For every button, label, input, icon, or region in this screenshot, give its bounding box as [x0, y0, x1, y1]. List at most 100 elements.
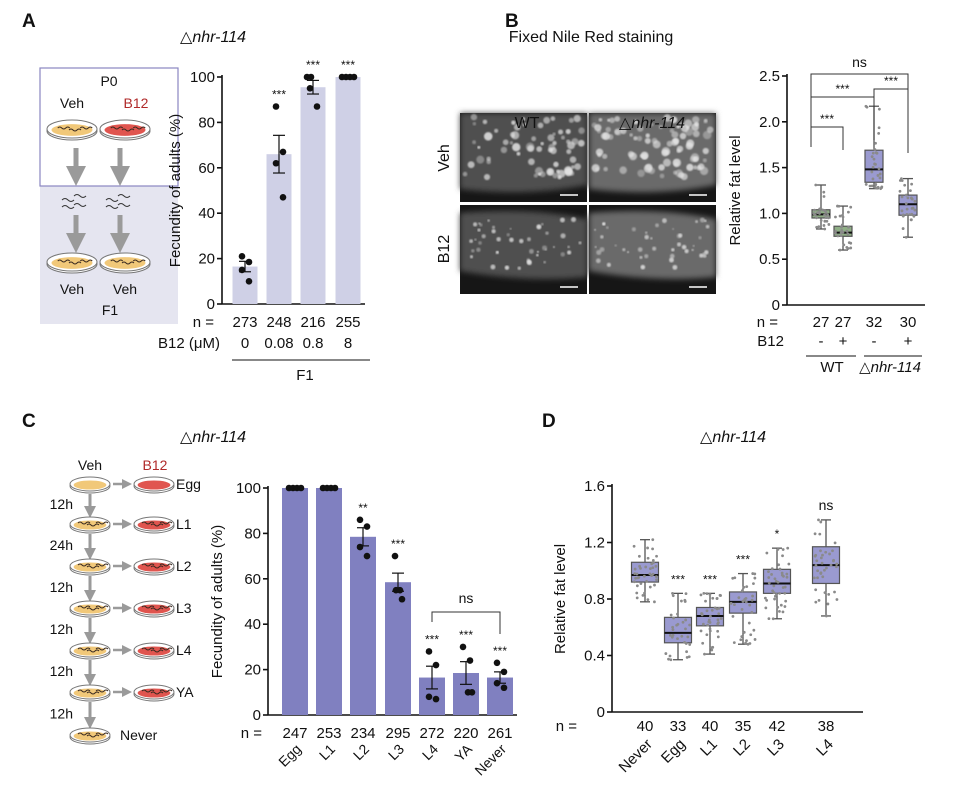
data-point — [874, 141, 877, 145]
data-point — [715, 597, 719, 600]
panel-label-d: D — [542, 411, 556, 432]
data-point — [633, 572, 637, 576]
data-point — [813, 532, 817, 536]
significance-label: ns — [819, 497, 834, 513]
data-point — [500, 684, 508, 692]
significance-label: * — [775, 527, 780, 541]
b12-label: B12 — [124, 95, 149, 111]
data-point — [842, 243, 846, 247]
data-point — [870, 184, 874, 188]
y-tick-label: 60 — [244, 571, 261, 588]
data-point — [864, 182, 868, 186]
veh-plate — [69, 516, 111, 534]
data-point — [773, 597, 776, 601]
comparison-label: *** — [884, 74, 898, 88]
n-row-label: n = — [556, 718, 578, 735]
data-point — [708, 593, 712, 596]
data-point — [910, 212, 914, 216]
category-label: L2 — [730, 736, 754, 760]
box-plot — [728, 572, 758, 646]
data-point — [877, 131, 881, 135]
data-point — [686, 635, 690, 639]
data-point — [671, 591, 674, 595]
data-point — [829, 563, 833, 567]
data-point — [913, 199, 917, 203]
y-axis: 0 0.4 0.8 1.2 1.6 — [584, 478, 613, 721]
data-point — [825, 219, 829, 223]
data-point — [822, 224, 826, 227]
data-point — [391, 552, 399, 560]
n-value: 255 — [335, 314, 360, 331]
data-point — [706, 623, 710, 627]
data-point — [832, 559, 835, 563]
gene-name: nhr-114 — [192, 29, 246, 46]
n-value: 38 — [818, 718, 835, 735]
y-axis: 0 20 40 60 80 100 — [190, 69, 223, 313]
n-value: 273 — [232, 314, 257, 331]
data-point — [632, 580, 636, 584]
data-point — [718, 593, 722, 597]
b12-plate-p0 — [99, 119, 151, 141]
data-point — [272, 159, 280, 167]
data-point — [781, 610, 785, 614]
data-point — [872, 157, 876, 161]
data-point — [827, 216, 830, 220]
category-label: 0.08 — [264, 335, 293, 352]
data-point — [668, 654, 672, 658]
data-point — [846, 247, 850, 250]
b12-plate — [133, 600, 175, 618]
data-point — [767, 576, 771, 579]
data-point — [637, 554, 641, 558]
data-point — [836, 234, 840, 238]
data-point — [641, 594, 645, 597]
gene-name: nhr-114 — [192, 429, 246, 446]
worm-icon — [61, 205, 75, 209]
data-point — [839, 234, 843, 238]
b12-value: + — [904, 333, 913, 350]
significance-label: *** — [459, 628, 473, 642]
y-tick-label: 1.0 — [759, 205, 780, 222]
data-point — [742, 630, 746, 634]
data-point — [898, 189, 902, 193]
comparison-bracket — [431, 611, 501, 634]
data-point — [669, 613, 673, 617]
data-point — [813, 208, 816, 212]
data-point — [672, 616, 675, 620]
data-point — [824, 614, 828, 618]
data-point — [847, 210, 850, 214]
veh-plate — [69, 727, 111, 745]
y-axis-label: Relative fat level — [552, 544, 569, 654]
data-point — [846, 232, 850, 236]
group-label-wt: WT — [820, 359, 843, 376]
data-point — [671, 594, 675, 598]
data-point — [877, 107, 881, 111]
category-label: L3 — [764, 736, 788, 760]
data-point — [770, 567, 774, 571]
box-plot — [833, 204, 853, 252]
interval-label: 12h — [50, 706, 73, 722]
data-point — [643, 591, 646, 595]
data-point — [818, 207, 822, 211]
group-label-mutant: △nhr-114 — [859, 359, 921, 376]
data-point — [676, 622, 680, 626]
data-point — [238, 253, 246, 260]
comparison-bracket — [810, 73, 909, 97]
data-point — [331, 484, 339, 492]
data-point — [716, 629, 720, 633]
data-point — [700, 612, 703, 615]
data-point — [786, 546, 790, 550]
data-point — [708, 629, 712, 633]
data-point — [821, 575, 825, 579]
comparison-label: ns — [459, 590, 474, 606]
category-label: L1 — [697, 736, 721, 760]
data-point — [783, 585, 787, 589]
data-point — [748, 603, 752, 607]
data-point — [825, 566, 828, 570]
b12-plate — [133, 476, 175, 494]
significance-label: *** — [425, 632, 439, 646]
n-row-label: n = — [757, 314, 779, 331]
box-plot — [762, 546, 792, 621]
significance-label: *** — [272, 88, 286, 102]
veh-label: Veh — [60, 95, 84, 111]
data-point — [771, 589, 775, 593]
